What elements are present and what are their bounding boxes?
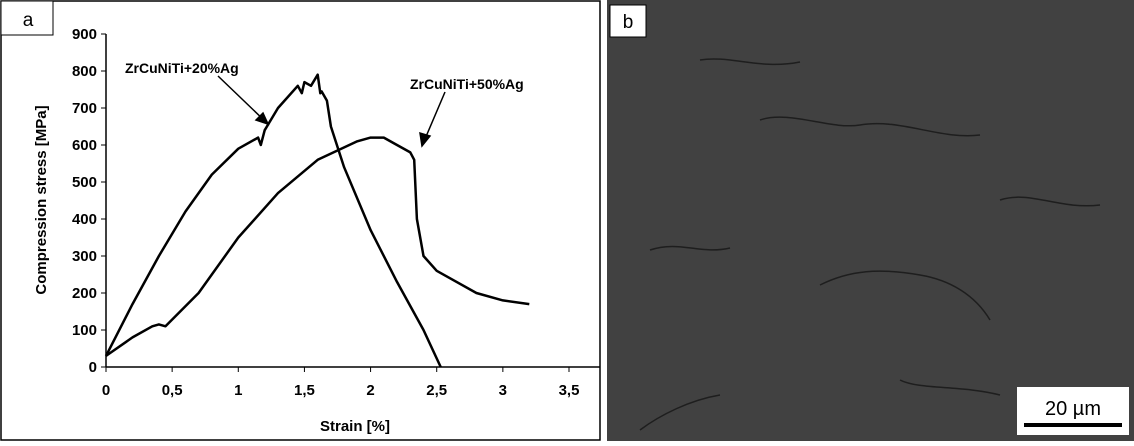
sem-texture: [607, 0, 1134, 441]
y-tick-label: 100: [72, 322, 97, 339]
x-tick-label: 1,5: [294, 382, 315, 399]
sem-image: b 20 µm: [607, 0, 1134, 441]
series-label: ZrCuNiTi+50%Ag: [410, 76, 524, 92]
x-tick-label: 3: [499, 382, 507, 399]
annotation-arrows: [217, 75, 446, 148]
scale-bar-label: 20 µm: [1045, 398, 1101, 420]
cracks: [639, 58, 1101, 431]
y-tick-label: 300: [72, 248, 97, 265]
panel-b-label-box: [609, 4, 647, 38]
y-tick-label: 800: [72, 63, 97, 80]
x-tick-label: 0,5: [162, 382, 183, 399]
series-line: [105, 136, 530, 357]
x-tick-label: 2,5: [426, 382, 447, 399]
y-tick-label: 200: [72, 285, 97, 302]
x-tick-label: 3,5: [559, 382, 580, 399]
y-tick-label: 600: [72, 137, 97, 154]
panel-a-label-box: [0, 0, 54, 36]
y-tick-label: 0: [89, 359, 97, 376]
x-tick-label: 1: [234, 382, 242, 399]
y-tick-label: 400: [72, 211, 97, 228]
x-tick-label: 0: [102, 382, 110, 399]
x-tick-label: 2: [366, 382, 374, 399]
y-tick-label: 700: [72, 100, 97, 117]
y-tick-label: 500: [72, 174, 97, 191]
series-label: ZrCuNiTi+20%Ag: [125, 60, 239, 76]
y-tick-label: 900: [72, 26, 97, 43]
x-axis-title: Strain [%]: [320, 418, 390, 435]
y-axis-title: Compression stress [MPa]: [33, 105, 50, 294]
panel-label: a: [23, 10, 34, 31]
series-line: [104, 73, 442, 368]
panel-label: b: [623, 12, 634, 33]
